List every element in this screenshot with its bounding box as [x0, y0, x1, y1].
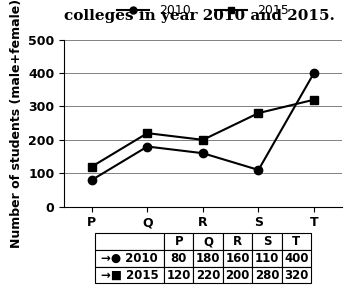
Text: colleges in year 2010 and 2015.: colleges in year 2010 and 2015. [64, 9, 335, 23]
Legend: 2010, 2015: 2010, 2015 [112, 0, 293, 22]
Y-axis label: Number of students (male+female): Number of students (male+female) [10, 0, 22, 248]
